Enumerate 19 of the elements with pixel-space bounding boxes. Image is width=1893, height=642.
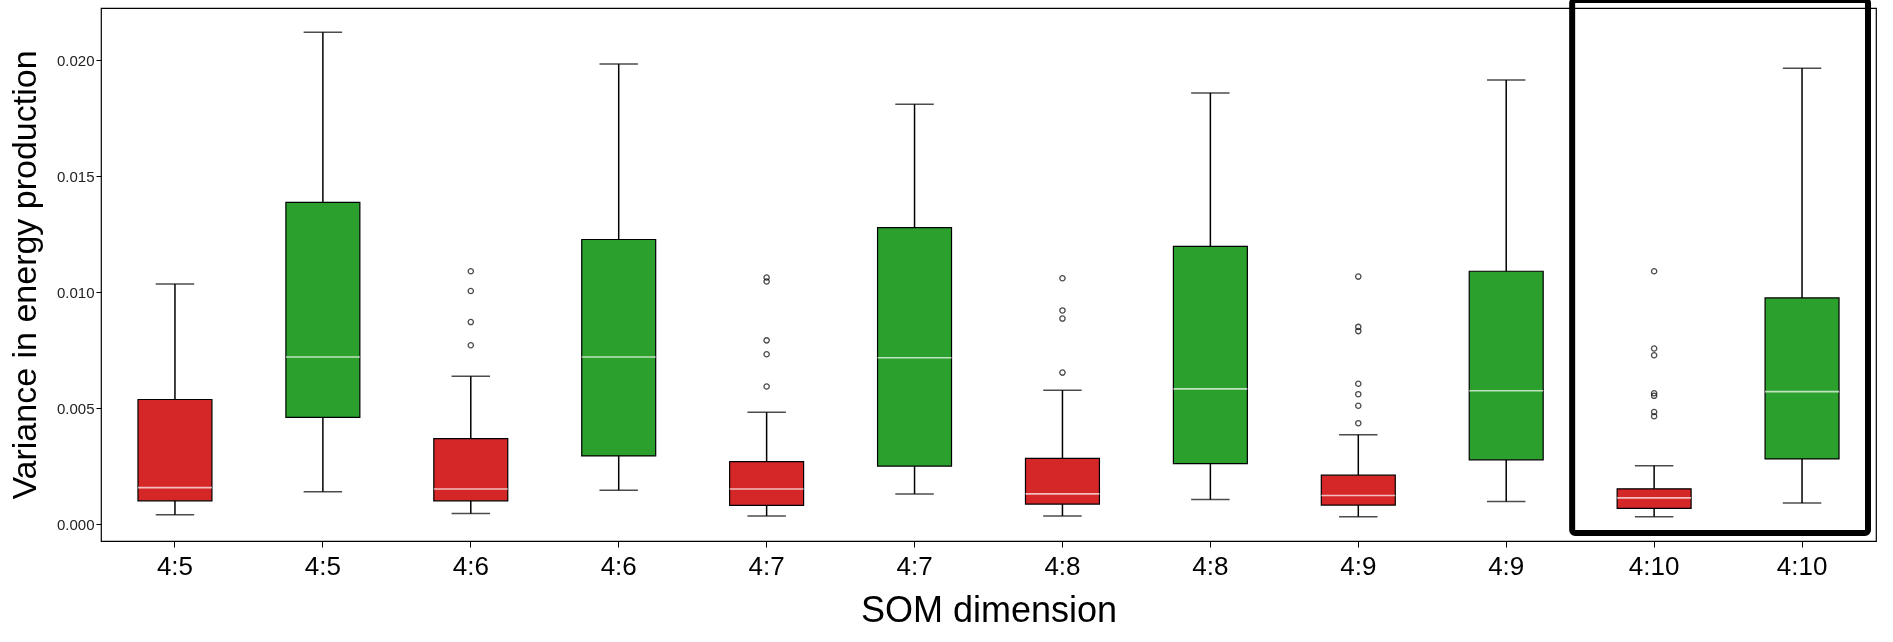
y-tick-label: 0.000	[56, 515, 95, 533]
x-tick-label: 4:10	[1628, 550, 1680, 581]
y-tick-label: 0.005	[56, 399, 95, 417]
x-tick-label: 4:5	[156, 550, 194, 581]
x-tick-label: 4:10	[1776, 550, 1828, 581]
y-tick-label: 0.010	[56, 283, 95, 301]
y-tick-label: 0.015	[56, 167, 95, 185]
x-tick-label: 4:7	[748, 550, 785, 581]
x-axis-title: SOM dimension	[860, 588, 1118, 630]
y-tick-label: 0.020	[56, 51, 95, 69]
x-tick-label: 4:9	[1488, 550, 1525, 581]
x-tick-label: 4:9	[1340, 550, 1377, 581]
y-axis-title: Variance in energy production	[4, 50, 43, 500]
x-tick-label: 4:8	[1192, 550, 1229, 581]
x-tick-label: 4:7	[896, 550, 933, 581]
x-tick-label: 4:5	[304, 550, 341, 581]
x-tick-label: 4:8	[1044, 550, 1081, 581]
x-tick-label: 4:6	[452, 550, 489, 581]
x-tick-label: 4:6	[600, 550, 637, 581]
